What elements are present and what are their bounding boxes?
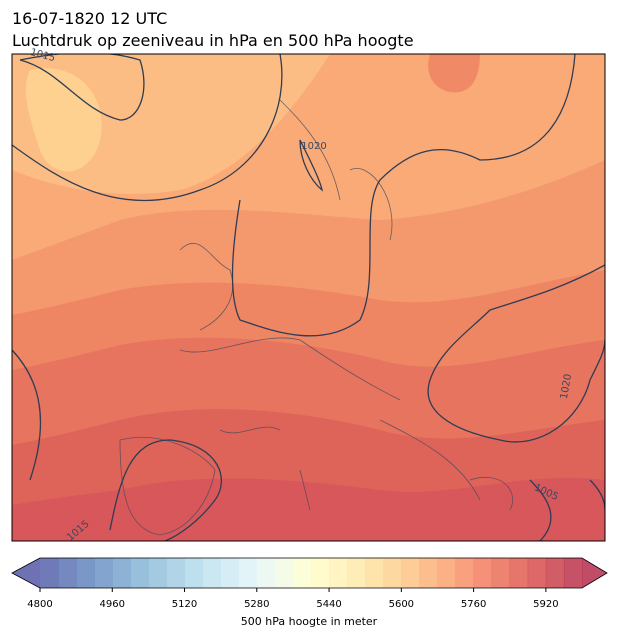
contour-label: 1020: [559, 373, 574, 400]
colorbar-bin: [274, 558, 294, 588]
colorbar-tick-label: 5280: [244, 599, 269, 610]
band: [428, 54, 480, 93]
colorbar-bin: [166, 558, 185, 588]
contour-label: 1020: [301, 141, 326, 152]
colorbar-extend-high: [582, 558, 607, 588]
colorbar-bin: [256, 558, 276, 588]
colorbar-tick-label: 4800: [27, 599, 52, 610]
title-date: 16-07-1820 12 UTC: [12, 9, 167, 28]
colorbar-bin: [401, 558, 420, 588]
colorbar-bin: [130, 558, 149, 588]
colorbar-bin: [437, 558, 456, 588]
title-description: Luchtdruk op zeeniveau in hPa en 500 hPa…: [12, 31, 414, 50]
band: [12, 54, 330, 194]
coastline: [119, 99, 513, 536]
colorbar-bin: [292, 558, 312, 588]
map-frame: [11, 53, 606, 542]
colorbar-label: 500 hPa hoogte in meter: [241, 615, 378, 628]
colorbar-bin: [184, 558, 203, 588]
colorbar-tick-label: 5120: [172, 599, 197, 610]
colorbar-bin: [527, 558, 547, 588]
colorbar-bin: [347, 558, 366, 588]
colorbar-bin: [58, 558, 77, 588]
map: [12, 54, 605, 541]
colorbar-bin: [94, 558, 113, 588]
colorbar-bin: [311, 558, 330, 588]
colorbar-bin: [76, 558, 95, 588]
colorbar-bin: [220, 558, 240, 588]
colorbar-extend-low: [12, 558, 40, 588]
colorbar-bin: [455, 558, 474, 588]
colorbar-tick-label: 5600: [389, 599, 414, 610]
colorbar-tick-label: 5440: [316, 599, 341, 610]
isobar: [231, 54, 576, 337]
colorbar-bin: [148, 558, 167, 588]
colorbar-bin: [329, 558, 348, 588]
colorbar-bin: [383, 558, 402, 588]
isobar: [12, 349, 223, 541]
colorbar-bin: [563, 558, 583, 588]
colorbar-bin: [545, 558, 565, 588]
colorbar-bin: [112, 558, 131, 588]
band: [25, 68, 102, 172]
colorbar-outline: [11, 557, 608, 589]
colorbar-bin: [491, 558, 511, 588]
colorbar-tick-label: 5760: [461, 599, 486, 610]
colorbar-bin: [509, 558, 529, 588]
colorbar-tick-label: 5920: [533, 599, 558, 610]
colorbar-bin: [473, 558, 492, 588]
isobar: [299, 139, 324, 192]
isobar: [12, 54, 283, 202]
colorbar-bin: [202, 558, 221, 588]
colorbar-bin: [238, 558, 258, 588]
colorbar-bin: [365, 558, 384, 588]
colorbar-bin: [419, 558, 438, 588]
colorbar-tick-label: 4960: [100, 599, 125, 610]
isobar: [427, 264, 605, 443]
colorbar: 4800 4960 5120 5280 5440 5600 5760 5920: [11, 557, 608, 610]
colorbar-bin: [40, 558, 59, 588]
isobar: [19, 54, 145, 121]
